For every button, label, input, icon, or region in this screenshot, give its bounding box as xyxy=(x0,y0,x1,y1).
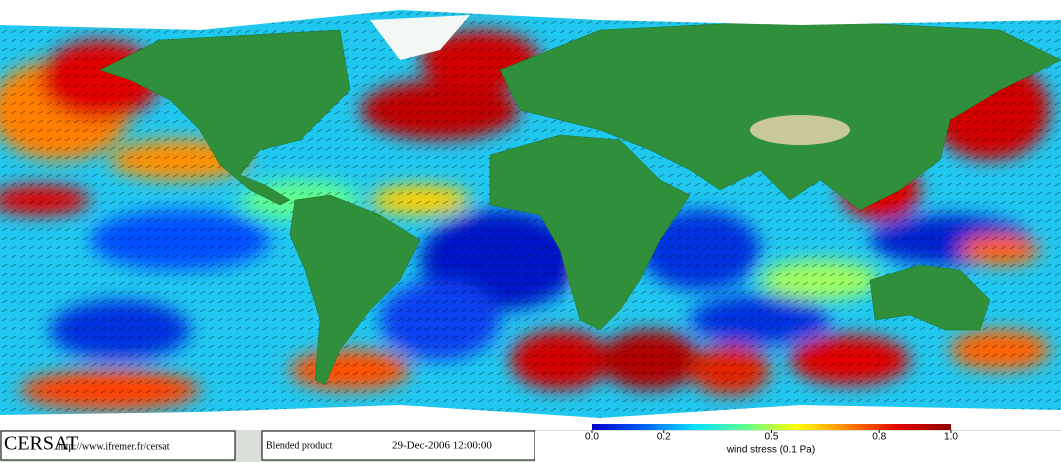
colorbar-tick-label: 0.0 xyxy=(585,432,599,443)
colorbar-tick-label: 1.0 xyxy=(944,432,958,443)
land xyxy=(99,19,1061,386)
logo-box xyxy=(0,430,236,461)
colorbar-label: wind stress (0.1 Pa) xyxy=(726,445,815,456)
colorbar-tick-label: 0.5 xyxy=(765,432,779,443)
logo: CERSAT xyxy=(4,433,78,455)
colorbar-box xyxy=(535,431,1061,462)
product-date: 29-Dec-2006 12:00:00 xyxy=(392,440,492,452)
product-box xyxy=(261,430,536,461)
colorbar-tick-label: 0.2 xyxy=(657,432,671,443)
colorbar xyxy=(592,424,951,430)
product-name: Blended product xyxy=(266,440,333,451)
colorbar-tick-label: 0.8 xyxy=(872,432,886,443)
url: http://www.ifremer.fr/cersat xyxy=(58,441,170,452)
